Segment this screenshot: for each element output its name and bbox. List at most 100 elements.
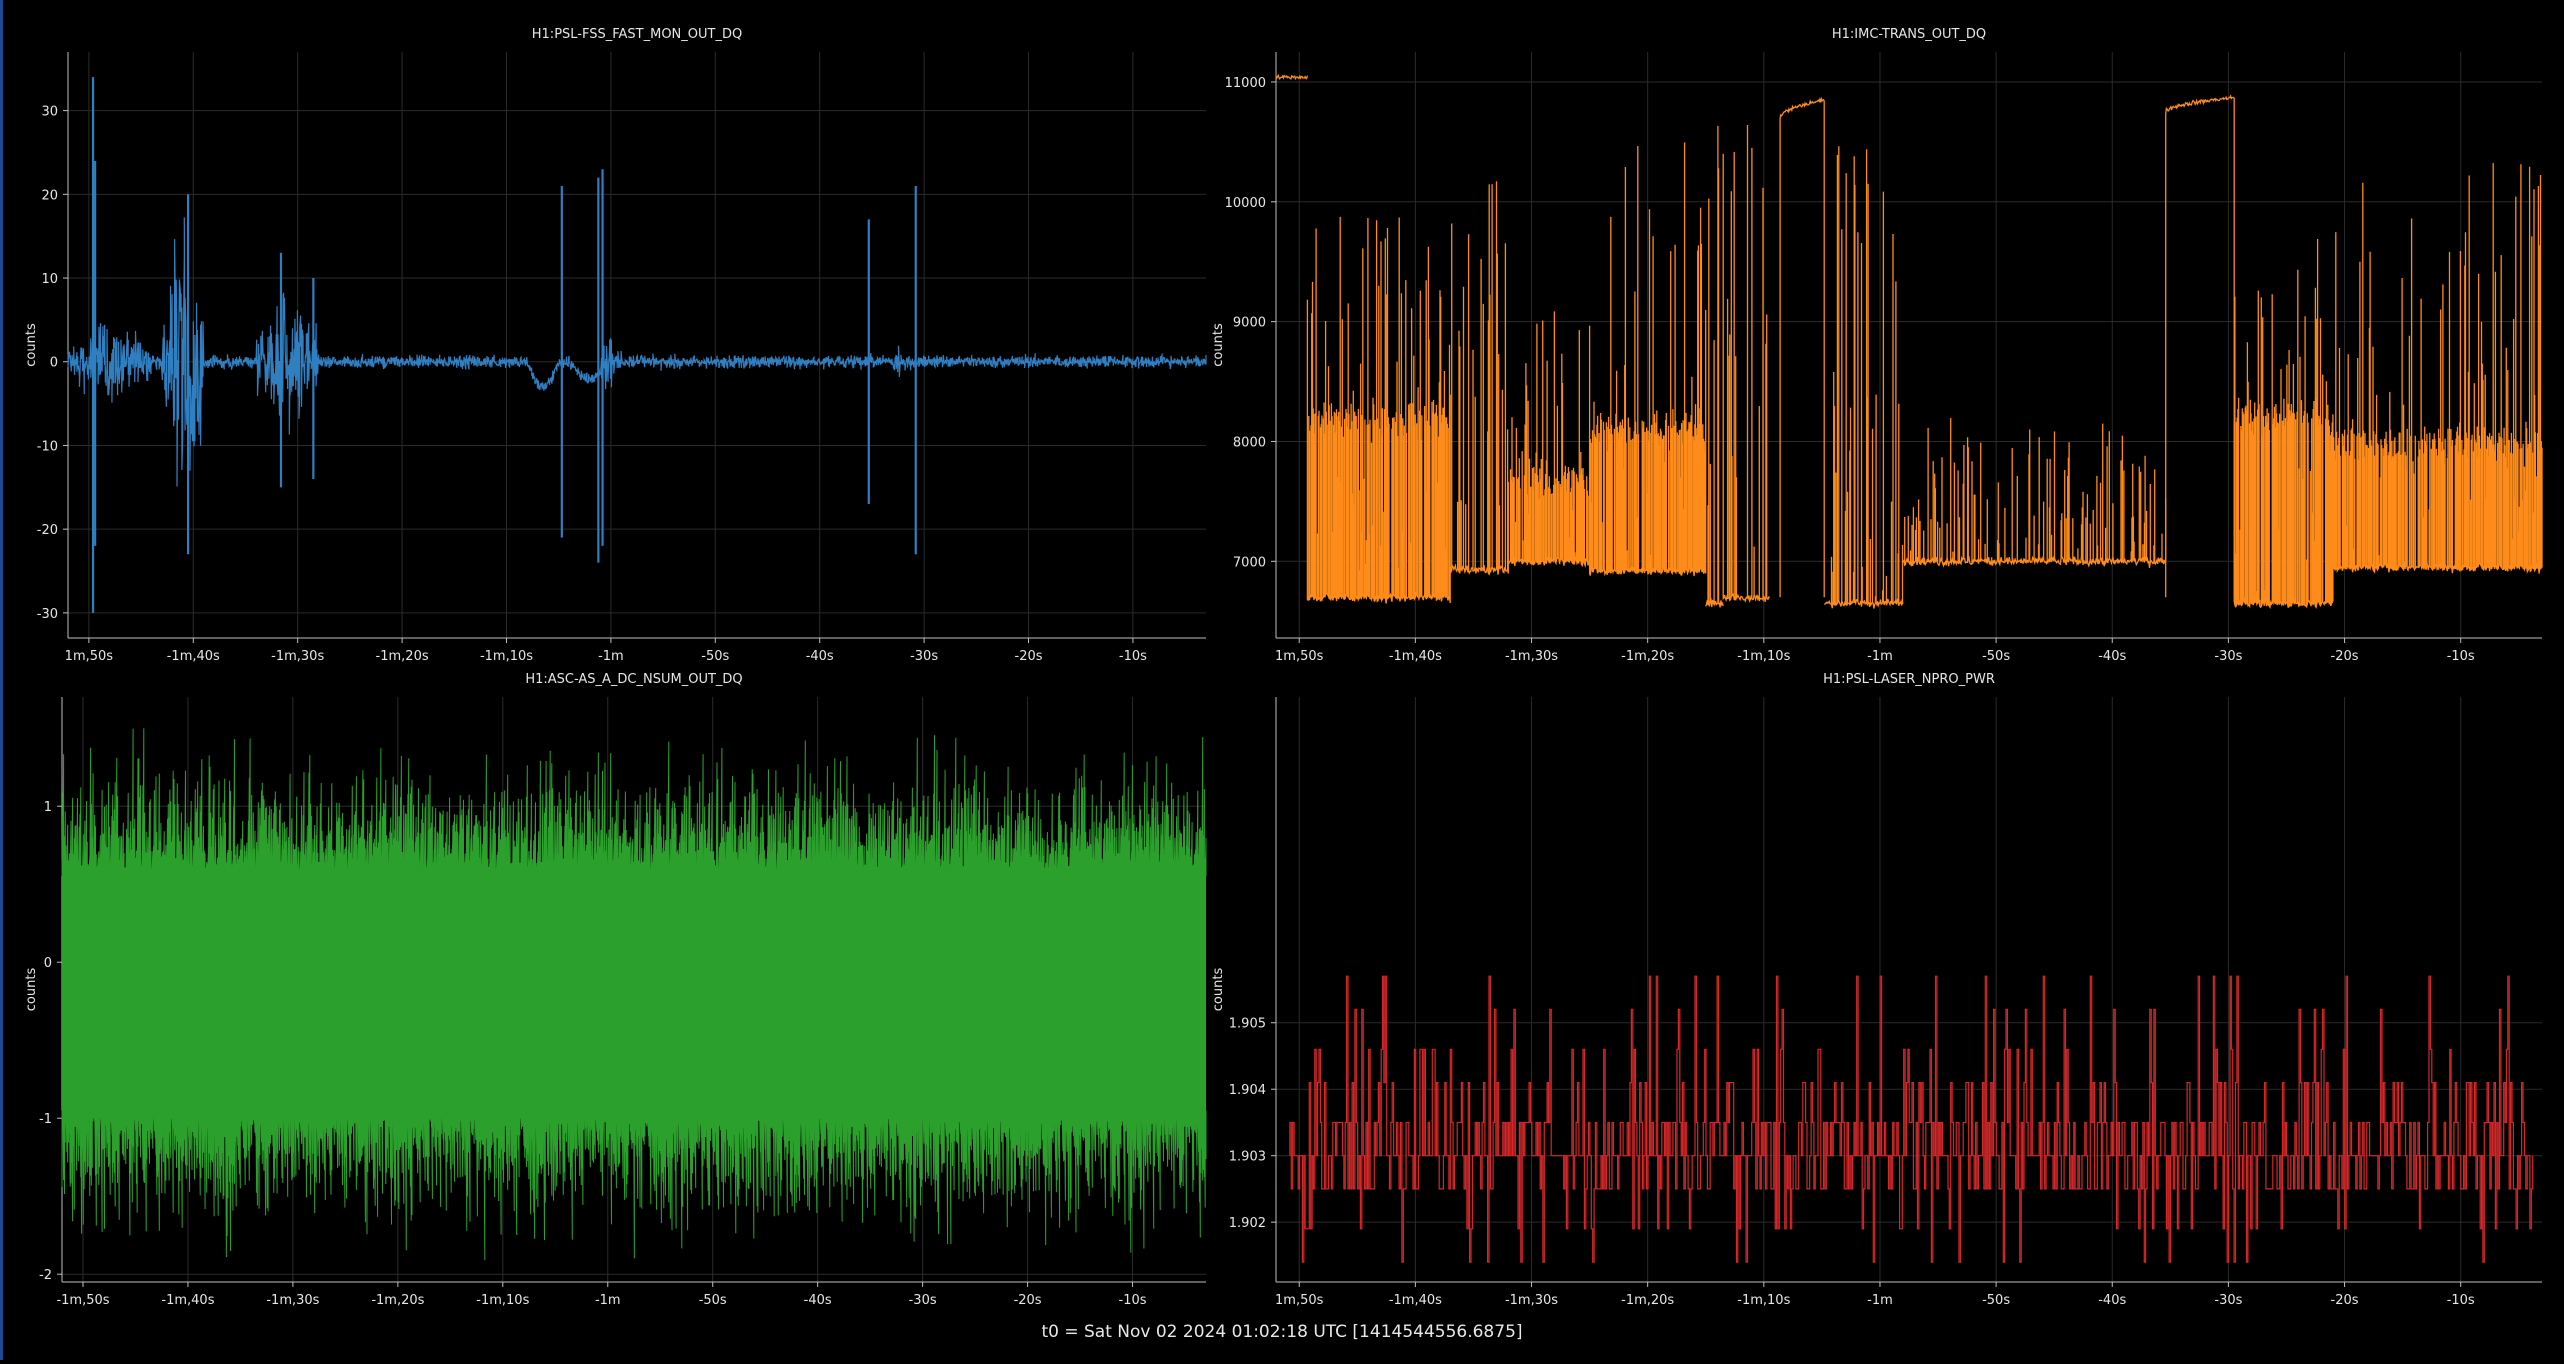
x-tick-label: -1m xyxy=(1867,649,1893,664)
x-tick-label: -50s xyxy=(701,649,729,664)
series-line xyxy=(1588,142,1707,577)
y-tick-label: 0 xyxy=(44,956,52,971)
series-line xyxy=(61,728,1207,877)
x-tick-label: -20s xyxy=(2331,1293,2359,1308)
x-tick-label: -1m xyxy=(598,649,624,664)
x-tick-label: -50s xyxy=(1982,649,2010,664)
x-tick-label: -1m,30s xyxy=(271,649,324,664)
series-line xyxy=(2233,239,2334,610)
x-tick-label: -40s xyxy=(2098,649,2126,664)
y-tick-label: -30 xyxy=(37,607,58,622)
y-tick-label: -10 xyxy=(37,439,58,454)
y-axis-label: counts xyxy=(1211,968,1226,1012)
x-tick-label: -1m xyxy=(1867,1293,1893,1308)
series-line xyxy=(1779,96,1825,598)
series-line xyxy=(67,217,1207,487)
x-tick-label: -30s xyxy=(909,1293,937,1308)
chart-panel-2[interactable]: H1:IMC-TRANS_OUT_DQ 1m,50s -1m,40s -1m,30s -… xyxy=(1211,27,2543,664)
x-tick-label: -1m,40s xyxy=(1389,649,1442,664)
x-tick-label: -1m,40s xyxy=(167,649,220,664)
chart-title: H1:IMC-TRANS_OUT_DQ xyxy=(1832,27,1986,42)
series-line xyxy=(1449,181,1509,576)
series-line xyxy=(2123,455,2167,568)
y-tick-label: 1.905 xyxy=(1229,1017,1266,1032)
series-line xyxy=(1824,146,1904,609)
x-tick-label: -10s xyxy=(2447,1293,2475,1308)
chart-title: H1:PSL-LASER_NPRO_PWR xyxy=(1823,672,1995,687)
y-axis-label: counts xyxy=(1211,323,1226,367)
x-tick-label: -20s xyxy=(1015,649,1043,664)
x-tick-label: -1m,40s xyxy=(161,1293,214,1308)
x-tick-label: -30s xyxy=(2214,1293,2242,1308)
chart-panel-1[interactable]: H1:PSL-FSS_FAST_MON_OUT_DQ 1m,50s -1m,40s -… xyxy=(24,27,1207,664)
x-tick-label: -1m xyxy=(595,1293,621,1308)
x-tick-label: -1m,20s xyxy=(1621,1293,1674,1308)
y-tick-label: 11000 xyxy=(1225,76,1266,91)
x-tick-label: -1m,30s xyxy=(1505,1293,1558,1308)
x-tick-label: -50s xyxy=(699,1293,727,1308)
y-tick-label: 9000 xyxy=(1233,316,1266,331)
x-tick-label: -1m,10s xyxy=(476,1293,529,1308)
x-tick-label: -1m,30s xyxy=(1505,649,1558,664)
y-tick-label: 8000 xyxy=(1233,435,1266,450)
series-line xyxy=(1289,975,2534,1263)
y-tick-label: 1.902 xyxy=(1229,1216,1266,1231)
series-line xyxy=(2165,94,2235,598)
y-tick-label: -1 xyxy=(39,1112,52,1127)
chart-title: H1:ASC-AS_A_DC_NSUM_OUT_DQ xyxy=(525,672,742,687)
x-tick-label: -1m,30s xyxy=(266,1293,319,1308)
x-tick-label: -1m,20s xyxy=(376,649,429,664)
x-tick-label: -1m,20s xyxy=(1621,649,1674,664)
series-line xyxy=(1275,73,1309,81)
chart-title: H1:PSL-FSS_FAST_MON_OUT_DQ xyxy=(532,27,742,42)
series-line xyxy=(1722,125,1771,604)
series-line xyxy=(1995,423,2125,568)
y-tick-label: 1 xyxy=(44,800,52,815)
x-tick-label: -1m,10s xyxy=(480,649,533,664)
x-tick-label: -40s xyxy=(2098,1293,2126,1308)
x-tick-label: -30s xyxy=(2214,649,2242,664)
series-line xyxy=(61,1110,1207,1261)
series-line xyxy=(1306,216,1451,604)
series-line xyxy=(1902,418,1997,568)
y-tick-label: 30 xyxy=(41,105,58,120)
t0-footer: t0 = Sat Nov 02 2024 01:02:18 UTC [14145… xyxy=(1041,1322,1523,1342)
x-tick-label: -10s xyxy=(1119,1293,1147,1308)
x-tick-label: -30s xyxy=(910,649,938,664)
y-tick-label: 1.904 xyxy=(1229,1083,1266,1098)
series-band xyxy=(62,868,1206,1119)
series-line xyxy=(1705,125,1724,608)
y-tick-label: 0 xyxy=(50,356,58,371)
y-tick-label: 7000 xyxy=(1233,555,1266,570)
x-tick-label: -1m,50s xyxy=(56,1293,109,1308)
y-tick-label: 20 xyxy=(41,188,58,203)
window-edge xyxy=(0,0,3,1360)
chart-panel-4[interactable]: H1:PSL-LASER_NPRO_PWR 1m,50s -1m,40s -1m,30… xyxy=(1211,672,2542,1308)
y-axis-label: counts xyxy=(24,323,39,367)
x-tick-label: 1m,50s xyxy=(65,649,114,664)
x-tick-label: -40s xyxy=(804,1293,832,1308)
chart-panel-3[interactable]: H1:ASC-AS_A_DC_NSUM_OUT_DQ -1m,50s -1m,40s… xyxy=(24,672,1207,1308)
x-tick-label: -20s xyxy=(2331,649,2359,664)
x-tick-label: -1m,10s xyxy=(1737,1293,1790,1308)
series-line xyxy=(2332,163,2543,575)
x-tick-label: 1m,50s xyxy=(1275,649,1324,664)
x-tick-label: -10s xyxy=(1119,649,1147,664)
x-tick-label: -40s xyxy=(806,649,834,664)
x-tick-label: -20s xyxy=(1014,1293,1042,1308)
x-tick-label: -10s xyxy=(2447,649,2475,664)
y-tick-label: 1.903 xyxy=(1229,1150,1266,1165)
series-line xyxy=(1507,311,1591,569)
x-tick-label: -1m,10s xyxy=(1737,649,1790,664)
y-axis-label: counts xyxy=(24,968,39,1012)
y-tick-label: -20 xyxy=(37,523,58,538)
x-tick-label: -50s xyxy=(1982,1293,2010,1308)
x-tick-label: -1m,40s xyxy=(1389,1293,1442,1308)
y-tick-label: -2 xyxy=(39,1268,52,1283)
x-tick-label: -1m,20s xyxy=(371,1293,424,1308)
y-tick-label: 10000 xyxy=(1225,196,1266,211)
y-tick-label: 10 xyxy=(41,272,58,287)
x-tick-label: 1m,50s xyxy=(1275,1293,1324,1308)
